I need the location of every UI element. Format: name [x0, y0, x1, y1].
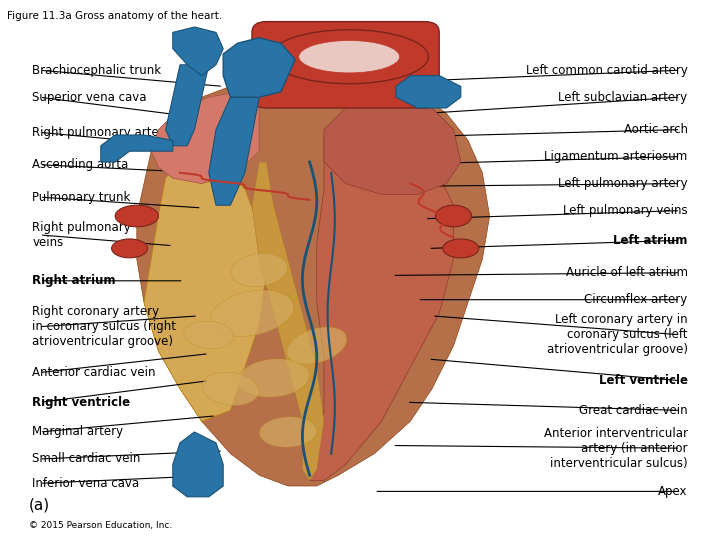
Text: Right ventricle: Right ventricle: [32, 396, 130, 409]
Text: Right pulmonary artery: Right pulmonary artery: [32, 126, 171, 139]
Text: Aortic arch: Aortic arch: [624, 123, 688, 136]
Text: Left pulmonary artery: Left pulmonary artery: [558, 177, 688, 190]
PathPatch shape: [324, 97, 461, 194]
Text: Circumflex artery: Circumflex artery: [585, 293, 688, 306]
Ellipse shape: [436, 205, 472, 227]
Text: Left atrium: Left atrium: [613, 234, 688, 247]
PathPatch shape: [137, 76, 490, 486]
Text: Left common carotid artery: Left common carotid artery: [526, 64, 688, 77]
PathPatch shape: [166, 65, 209, 146]
Text: Pulmonary trunk: Pulmonary trunk: [32, 191, 131, 204]
Text: Right atrium: Right atrium: [32, 274, 116, 287]
Ellipse shape: [112, 239, 148, 258]
Ellipse shape: [210, 290, 294, 336]
Ellipse shape: [287, 327, 347, 364]
Text: Brachiocephalic trunk: Brachiocephalic trunk: [32, 64, 161, 77]
Text: Marginal artery: Marginal artery: [32, 426, 124, 438]
Text: (a): (a): [29, 498, 50, 513]
Text: Apex: Apex: [658, 485, 688, 498]
PathPatch shape: [310, 130, 454, 481]
PathPatch shape: [173, 27, 223, 76]
Text: Left pulmonary veins: Left pulmonary veins: [563, 204, 688, 217]
Text: Left subclavian artery: Left subclavian artery: [559, 91, 688, 104]
Ellipse shape: [184, 321, 234, 348]
Text: Anterior interventricular
artery (in anterior
interventricular sulcus): Anterior interventricular artery (in ant…: [544, 427, 688, 470]
PathPatch shape: [396, 76, 461, 108]
Text: Figure 11.3a Gross anatomy of the heart.: Figure 11.3a Gross anatomy of the heart.: [7, 11, 222, 21]
Text: Left coronary artery in
coronary sulcus (left
atrioventricular groove): Left coronary artery in coronary sulcus …: [546, 313, 688, 356]
Text: Anterior cardiac vein: Anterior cardiac vein: [32, 366, 156, 379]
Text: Inferior vena cava: Inferior vena cava: [32, 477, 140, 490]
Ellipse shape: [299, 40, 400, 73]
PathPatch shape: [151, 92, 259, 184]
Text: Great cardiac vein: Great cardiac vein: [579, 404, 688, 417]
Text: Left ventricle: Left ventricle: [598, 374, 688, 387]
Ellipse shape: [115, 205, 158, 227]
Text: Superior vena cava: Superior vena cava: [32, 91, 147, 104]
Text: Auricle of left atrium: Auricle of left atrium: [566, 266, 688, 279]
Ellipse shape: [231, 253, 287, 287]
PathPatch shape: [209, 97, 259, 205]
PathPatch shape: [252, 162, 324, 481]
PathPatch shape: [144, 151, 266, 421]
PathPatch shape: [223, 38, 295, 97]
Text: Ascending aorta: Ascending aorta: [32, 158, 129, 171]
Ellipse shape: [270, 30, 428, 84]
Text: Ligamentum arteriosum: Ligamentum arteriosum: [544, 150, 688, 163]
Ellipse shape: [259, 417, 317, 447]
Text: Small cardiac vein: Small cardiac vein: [32, 453, 141, 465]
Ellipse shape: [202, 372, 258, 406]
Ellipse shape: [443, 239, 479, 258]
Ellipse shape: [238, 359, 310, 397]
PathPatch shape: [173, 432, 223, 497]
Text: © 2015 Pearson Education, Inc.: © 2015 Pearson Education, Inc.: [29, 521, 172, 530]
FancyBboxPatch shape: [252, 22, 439, 108]
Text: Right pulmonary
veins: Right pulmonary veins: [32, 221, 131, 249]
Text: Right coronary artery
in coronary sulcus (right
atrioventricular groove): Right coronary artery in coronary sulcus…: [32, 305, 176, 348]
PathPatch shape: [101, 135, 173, 162]
